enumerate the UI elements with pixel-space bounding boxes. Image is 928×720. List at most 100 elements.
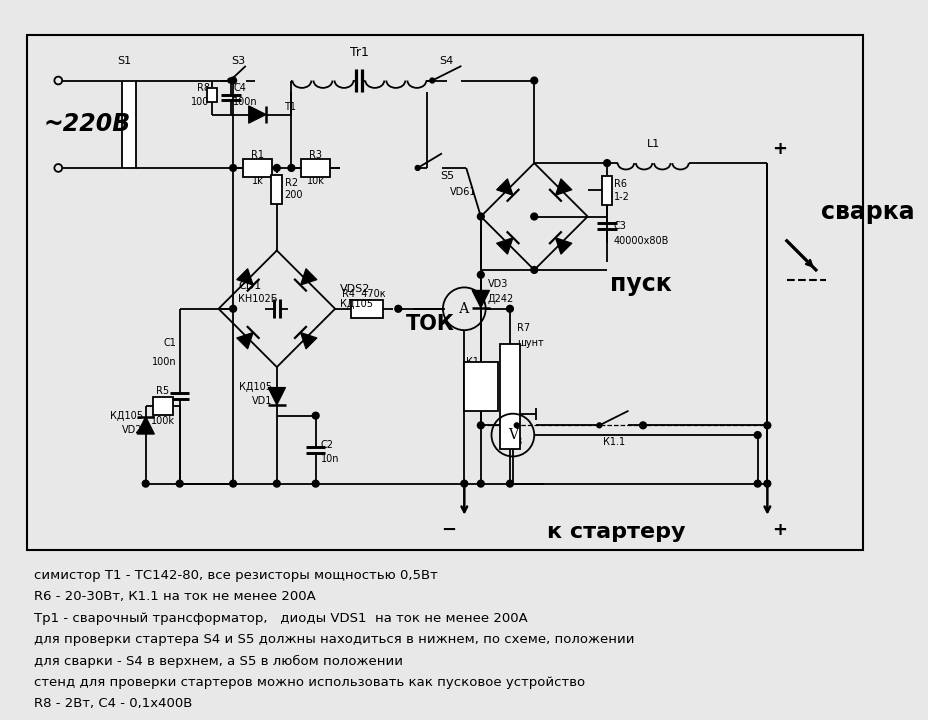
Circle shape — [273, 165, 280, 171]
Text: +: + — [771, 140, 786, 158]
Text: ~220В: ~220В — [44, 112, 131, 136]
Text: C1: C1 — [163, 338, 176, 348]
Text: S4: S4 — [439, 56, 454, 66]
Circle shape — [754, 480, 760, 487]
Polygon shape — [300, 333, 316, 349]
Text: A1: A1 — [466, 379, 477, 388]
Bar — [242, 159, 272, 176]
Bar — [601, 176, 612, 205]
Text: +: + — [771, 521, 786, 539]
Circle shape — [477, 213, 483, 220]
Text: VD3: VD3 — [487, 279, 508, 289]
Circle shape — [754, 432, 760, 438]
Circle shape — [477, 271, 483, 278]
Text: стенд для проверки стартеров можно использовать как пусковое устройство: стенд для проверки стартеров можно испол… — [34, 676, 585, 689]
Text: R3: R3 — [309, 150, 322, 160]
Circle shape — [603, 160, 610, 166]
Text: КН102Б: КН102Б — [238, 294, 277, 304]
Text: S1: S1 — [117, 56, 131, 66]
Text: R7: R7 — [516, 323, 529, 333]
Text: R6: R6 — [613, 179, 626, 189]
Text: К1.1: К1.1 — [602, 437, 625, 447]
Text: VD61: VD61 — [449, 187, 475, 197]
Circle shape — [229, 480, 237, 487]
Circle shape — [506, 305, 513, 312]
Text: 200: 200 — [284, 190, 303, 200]
Bar — [463, 362, 497, 411]
Circle shape — [394, 305, 401, 312]
Text: R8 - 2Вт, С4 - 0,1х400В: R8 - 2Вт, С4 - 0,1х400В — [34, 697, 192, 711]
Text: 100n: 100n — [233, 97, 257, 107]
Text: КД105: КД105 — [238, 382, 272, 392]
Bar — [207, 89, 216, 102]
Bar — [271, 175, 282, 204]
Text: C2: C2 — [320, 440, 333, 450]
Text: Тр1 - сварочный трансформатор,   диоды VDS1  на ток не менее 200А: Тр1 - сварочный трансформатор, диоды VDS… — [34, 612, 527, 625]
Text: C4: C4 — [233, 84, 246, 94]
Circle shape — [229, 77, 237, 84]
Bar — [350, 300, 382, 318]
Text: 10k: 10k — [306, 176, 324, 186]
Circle shape — [639, 422, 646, 428]
Circle shape — [763, 422, 770, 428]
Text: 100k: 100k — [150, 415, 174, 426]
Text: для сварки - S4 в верхнем, а S5 в любом положении: для сварки - S4 в верхнем, а S5 в любом … — [34, 654, 403, 667]
Text: КД105: КД105 — [340, 299, 372, 309]
Text: А: А — [458, 302, 469, 316]
Text: A2: A2 — [483, 379, 495, 388]
Text: CD1: CD1 — [238, 282, 261, 292]
Circle shape — [229, 165, 237, 171]
Circle shape — [477, 422, 483, 428]
Text: S8: S8 — [510, 437, 522, 447]
Text: КД105: КД105 — [110, 410, 143, 420]
Text: 1-2: 1-2 — [613, 192, 629, 202]
Polygon shape — [237, 333, 253, 349]
Text: Tr1: Tr1 — [350, 46, 368, 59]
Text: пуск: пуск — [610, 272, 671, 297]
Polygon shape — [471, 290, 489, 308]
Circle shape — [227, 78, 232, 83]
Text: −: − — [441, 521, 456, 539]
Circle shape — [506, 480, 513, 487]
Polygon shape — [249, 106, 265, 123]
Text: Д242: Д242 — [487, 294, 513, 304]
Text: VD2: VD2 — [122, 426, 143, 435]
Text: 1k: 1k — [251, 176, 263, 186]
Text: для проверки стартера S4 и S5 должны находиться в нижнем, по схеме, положении: для проверки стартера S4 и S5 должны нах… — [34, 633, 634, 647]
Text: 10n: 10n — [320, 454, 339, 464]
Text: R5: R5 — [156, 386, 169, 396]
Circle shape — [142, 480, 148, 487]
Text: S3: S3 — [231, 56, 245, 66]
Circle shape — [514, 423, 519, 428]
Circle shape — [312, 480, 318, 487]
Text: К1: К1 — [466, 357, 479, 367]
Text: VDS2: VDS2 — [340, 284, 370, 294]
Bar — [122, 81, 135, 168]
Text: R8: R8 — [197, 84, 210, 94]
Text: T1: T1 — [283, 102, 295, 112]
Text: ТОК: ТОК — [406, 314, 455, 333]
Circle shape — [597, 423, 601, 428]
Text: симистор Т1 - ТС142-80, все резисторы мощностью 0,5Вт: симистор Т1 - ТС142-80, все резисторы мо… — [34, 569, 437, 582]
Circle shape — [763, 480, 770, 487]
Bar — [301, 159, 329, 176]
Text: R4  470к: R4 470к — [342, 289, 386, 299]
Polygon shape — [496, 238, 512, 254]
Text: 100n: 100n — [152, 357, 176, 367]
Text: VD1: VD1 — [251, 396, 272, 406]
Circle shape — [530, 77, 537, 84]
Bar — [27, 35, 861, 549]
Text: R2: R2 — [284, 178, 297, 187]
Polygon shape — [136, 417, 154, 434]
Text: C3: C3 — [613, 221, 626, 231]
Circle shape — [312, 413, 318, 419]
Polygon shape — [300, 269, 316, 285]
Text: R6 - 20-30Вт, К1.1 на ток не менее 200А: R6 - 20-30Вт, К1.1 на ток не менее 200А — [34, 590, 316, 603]
Text: V: V — [508, 428, 517, 442]
Polygon shape — [555, 238, 572, 254]
Circle shape — [288, 165, 294, 171]
Circle shape — [415, 166, 419, 171]
Circle shape — [430, 78, 434, 83]
Text: R1: R1 — [251, 150, 264, 160]
Text: 40000х80В: 40000х80В — [613, 235, 668, 246]
